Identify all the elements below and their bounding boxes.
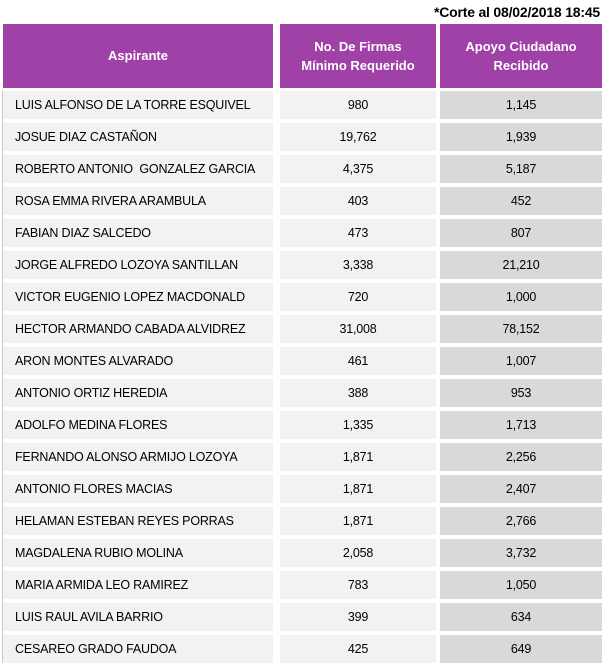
aspirante-name: ROBERTO ANTONIO GONZALEZ GARCIA <box>3 155 273 183</box>
aspirante-name: JOSUE DIAZ CASTAÑON <box>3 123 273 151</box>
table-row: ANTONIO FLORES MACIAS 1,871 2,407 <box>3 475 602 503</box>
apoyo-recibido-value: 649 <box>440 635 602 663</box>
table-row: HECTOR ARMANDO CABADA ALVIDREZ 31,008 78… <box>3 315 602 343</box>
aspirante-name: LUIS RAUL AVILA BARRIO <box>3 603 273 631</box>
firmas-minimo-value: 783 <box>280 571 436 599</box>
firmas-minimo-value: 2,058 <box>280 539 436 567</box>
apoyo-recibido-value: 2,256 <box>440 443 602 471</box>
column-header-apoyo-recibido: Apoyo Ciudadano Recibido <box>440 24 602 88</box>
aspirante-name: LUIS ALFONSO DE LA TORRE ESQUIVEL <box>3 91 273 119</box>
table-row: ANTONIO ORTIZ HEREDIA 388 953 <box>3 379 602 407</box>
apoyo-recibido-value: 3,732 <box>440 539 602 567</box>
apoyo-recibido-value: 5,187 <box>440 155 602 183</box>
table-row: MARIA ARMIDA LEO RAMIREZ 783 1,050 <box>3 571 602 599</box>
apoyo-recibido-value: 1,007 <box>440 347 602 375</box>
apoyo-recibido-value: 1,050 <box>440 571 602 599</box>
table-body: LUIS ALFONSO DE LA TORRE ESQUIVEL 980 1,… <box>2 91 602 663</box>
table-row: LUIS ALFONSO DE LA TORRE ESQUIVEL 980 1,… <box>3 91 602 119</box>
aspirante-name: VICTOR EUGENIO LOPEZ MACDONALD <box>3 283 273 311</box>
firmas-minimo-value: 3,338 <box>280 251 436 279</box>
table-row: FABIAN DIAZ SALCEDO 473 807 <box>3 219 602 247</box>
aspirante-name: HELAMAN ESTEBAN REYES PORRAS <box>3 507 273 535</box>
table-row: LUIS RAUL AVILA BARRIO 399 634 <box>3 603 602 631</box>
table-row: ARON MONTES ALVARADO 461 1,007 <box>3 347 602 375</box>
firmas-minimo-value: 403 <box>280 187 436 215</box>
apoyo-recibido-value: 1,939 <box>440 123 602 151</box>
apoyo-recibido-value: 78,152 <box>440 315 602 343</box>
aspirante-name: HECTOR ARMANDO CABADA ALVIDREZ <box>3 315 273 343</box>
firmas-minimo-value: 19,762 <box>280 123 436 151</box>
firmas-minimo-value: 1,335 <box>280 411 436 439</box>
aspirante-name: ADOLFO MEDINA FLORES <box>3 411 273 439</box>
apoyo-recibido-value: 452 <box>440 187 602 215</box>
firmas-minimo-value: 720 <box>280 283 436 311</box>
column-header-aspirante: Aspirante <box>3 24 273 88</box>
apoyo-recibido-value: 1,000 <box>440 283 602 311</box>
table-row: MAGDALENA RUBIO MOLINA 2,058 3,732 <box>3 539 602 567</box>
aspirante-name: FABIAN DIAZ SALCEDO <box>3 219 273 247</box>
apoyo-recibido-value: 2,766 <box>440 507 602 535</box>
firmas-minimo-value: 1,871 <box>280 507 436 535</box>
table-row: CESAREO GRADO FAUDOA 425 649 <box>3 635 602 663</box>
aspirante-name: MAGDALENA RUBIO MOLINA <box>3 539 273 567</box>
table-row: HELAMAN ESTEBAN REYES PORRAS 1,871 2,766 <box>3 507 602 535</box>
cutoff-note: *Corte al 08/02/2018 18:45 <box>433 4 600 20</box>
firmas-minimo-value: 980 <box>280 91 436 119</box>
firmas-minimo-value: 473 <box>280 219 436 247</box>
aspirante-name: ARON MONTES ALVARADO <box>3 347 273 375</box>
table-row: ROBERTO ANTONIO GONZALEZ GARCIA 4,375 5,… <box>3 155 602 183</box>
apoyo-recibido-value: 953 <box>440 379 602 407</box>
apoyo-recibido-value: 21,210 <box>440 251 602 279</box>
table-row: ROSA EMMA RIVERA ARAMBULA 403 452 <box>3 187 602 215</box>
aspirante-name: ANTONIO FLORES MACIAS <box>3 475 273 503</box>
firmas-minimo-value: 399 <box>280 603 436 631</box>
apoyo-recibido-value: 634 <box>440 603 602 631</box>
column-header-firmas-minimo: No. De Firmas Mínimo Requerido <box>280 24 436 88</box>
table-row: FERNANDO ALONSO ARMIJO LOZOYA 1,871 2,25… <box>3 443 602 471</box>
table-row: JOSUE DIAZ CASTAÑON 19,762 1,939 <box>3 123 602 151</box>
firmas-minimo-value: 461 <box>280 347 436 375</box>
aspirante-name: MARIA ARMIDA LEO RAMIREZ <box>3 571 273 599</box>
aspirante-name: ANTONIO ORTIZ HEREDIA <box>3 379 273 407</box>
aspirante-name: CESAREO GRADO FAUDOA <box>3 635 273 663</box>
firmas-minimo-value: 31,008 <box>280 315 436 343</box>
firmas-minimo-value: 1,871 <box>280 443 436 471</box>
aspirante-name: FERNANDO ALONSO ARMIJO LOZOYA <box>3 443 273 471</box>
aspirante-name: ROSA EMMA RIVERA ARAMBULA <box>3 187 273 215</box>
apoyo-recibido-value: 2,407 <box>440 475 602 503</box>
apoyo-recibido-value: 807 <box>440 219 602 247</box>
firmas-minimo-value: 1,871 <box>280 475 436 503</box>
firmas-minimo-value: 425 <box>280 635 436 663</box>
table-row: ADOLFO MEDINA FLORES 1,335 1,713 <box>3 411 602 439</box>
apoyo-recibido-value: 1,713 <box>440 411 602 439</box>
apoyo-recibido-value: 1,145 <box>440 91 602 119</box>
table-row: VICTOR EUGENIO LOPEZ MACDONALD 720 1,000 <box>3 283 602 311</box>
aspirante-name: JORGE ALFREDO LOZOYA SANTILLAN <box>3 251 273 279</box>
firmas-minimo-value: 388 <box>280 379 436 407</box>
firmas-minimo-value: 4,375 <box>280 155 436 183</box>
table-header-row: Aspirante No. De Firmas Mínimo Requerido… <box>3 24 602 88</box>
signatures-table: Aspirante No. De Firmas Mínimo Requerido… <box>0 24 602 663</box>
table-row: JORGE ALFREDO LOZOYA SANTILLAN 3,338 21,… <box>3 251 602 279</box>
